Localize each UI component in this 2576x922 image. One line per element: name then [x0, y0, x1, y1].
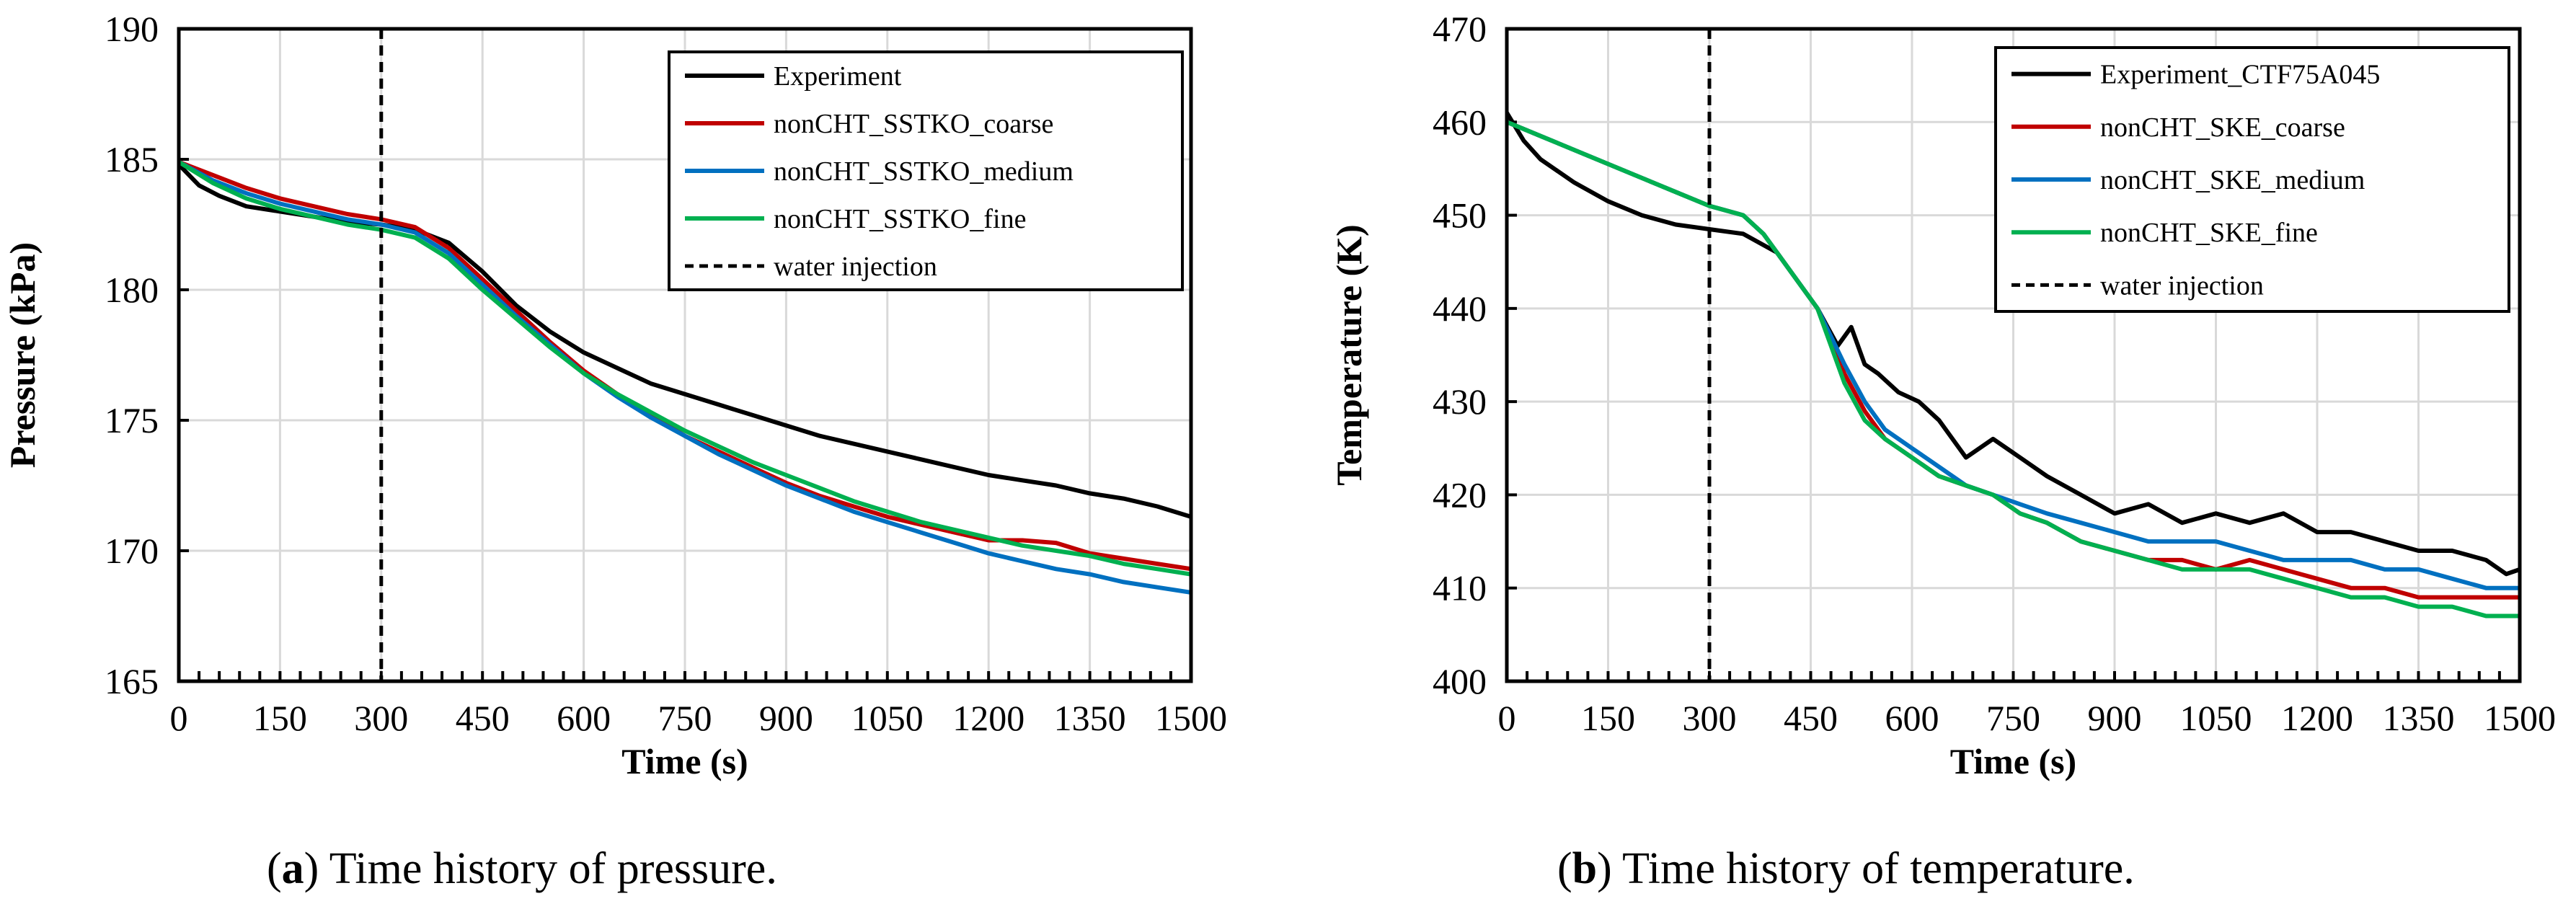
- temperature-y-tick-label: 460: [1433, 102, 1487, 142]
- pressure-y-tick-label: 190: [105, 9, 159, 49]
- pressure-chart: 0 150 300 450 600 750 900 1050 1200 1350 1500 165 17…: [2, 9, 1227, 781]
- pressure-x-tick-label: 1500: [1155, 698, 1227, 738]
- temperature-x-tick-label: 150: [1581, 698, 1635, 738]
- temperature-x-axis-title: Time (s): [1950, 741, 2076, 781]
- temperature-x-tick-label: 1200: [2281, 698, 2353, 738]
- temperature-y-tick-label: 420: [1433, 474, 1487, 515]
- temperature-x-tick-label: 1350: [2383, 698, 2455, 738]
- pressure-x-tick-label: 600: [557, 698, 611, 738]
- pressure-y-tick-label: 175: [105, 400, 159, 440]
- temperature-y-tick-label: 400: [1433, 661, 1487, 701]
- pressure-plot-frame: [177, 27, 1193, 683]
- temperature-legend-label: water injection: [2100, 270, 2264, 301]
- pressure-legend-label: Experiment: [774, 61, 902, 92]
- temperature-series-line-0: [1507, 111, 2520, 577]
- temperature-y-axis-title: Temperature (K): [1329, 224, 1369, 485]
- temperature-legend-box: [1994, 46, 2510, 313]
- temperature-y-tick-label: 430: [1433, 381, 1487, 422]
- temperature-x-tick-label: 750: [1986, 698, 2040, 738]
- pressure-legend-label: nonCHT_SSTKO_medium: [774, 156, 1074, 187]
- pressure-series-line-2: [179, 159, 1191, 595]
- temperature-legend: Experiment_CTF75A045 nonCHT_SKE_coarsenon…: [1994, 46, 2510, 313]
- pressure-x-tick-label: 1350: [1054, 698, 1126, 738]
- pressure-y-axis-title: Pressure (kPa): [2, 242, 43, 468]
- temperature-x-tick-label: 900: [2088, 698, 2142, 738]
- pressure-y-tick-label: 180: [105, 270, 159, 310]
- temperature-plot-frame: [1505, 27, 2522, 683]
- pressure-legend: Experiment nonCHT_SSTKO_coarse nonCHT_SSTK…: [668, 50, 1184, 291]
- pressure-x-tick-label: 0: [170, 698, 188, 738]
- pressure-series-line-3: [179, 160, 1191, 577]
- caption-b: (b) Time history of temperature.: [1557, 844, 2135, 893]
- temperature-y-tick-label: 470: [1433, 9, 1487, 49]
- temperature-legend-label: Experiment_CTF75A045: [2100, 60, 2380, 90]
- pressure-y-tick-label: 185: [105, 139, 159, 179]
- pressure-x-tick-label: 900: [759, 698, 813, 738]
- caption-a-tag: a: [281, 844, 304, 893]
- pressure-x-tick-label: 300: [354, 698, 408, 738]
- pressure-x-axis-title: Time (s): [621, 741, 748, 781]
- pressure-x-tick-label: 150: [253, 698, 307, 738]
- temperature-y-tick-label: 410: [1433, 568, 1487, 608]
- caption-b-text: Time history of temperature.: [1611, 844, 2135, 893]
- pressure-x-tick-label: 1050: [851, 698, 924, 738]
- pressure-x-tick-label: 1200: [952, 698, 1024, 738]
- caption-b-tag: b: [1572, 844, 1598, 893]
- pressure-legend-label: water injection: [774, 252, 937, 282]
- temperature-series-line-3: [1507, 120, 2520, 619]
- caption-a-text: Time history of pressure.: [319, 844, 777, 893]
- pressure-legend-label: nonCHT_SSTKO_fine: [774, 204, 1026, 234]
- temperature-x-tick-label: 1500: [2484, 698, 2556, 738]
- temperature-x-tick-label: 1050: [2180, 698, 2252, 738]
- temperature-x-tick-label: 450: [1784, 698, 1838, 738]
- pressure-legend-label: nonCHT_SSTKO_coarse: [774, 109, 1053, 139]
- pressure-y-tick-label: 165: [105, 661, 159, 701]
- temperature-y-tick-label: 450: [1433, 195, 1487, 236]
- temperature-x-tick-label: 0: [1498, 698, 1516, 738]
- pressure-x-tick-label: 750: [658, 698, 712, 738]
- temperature-y-tick-label: 440: [1433, 288, 1487, 329]
- pressure-x-tick-label: 450: [456, 698, 510, 738]
- caption-a: (a) Time history of pressure.: [267, 844, 777, 893]
- pressure-y-tick-label: 170: [105, 531, 159, 571]
- temperature-legend-label: nonCHT_SKE_coarse: [2100, 112, 2345, 143]
- temperature-legend-label: nonCHT_SKE_fine: [2100, 218, 2318, 248]
- temperature-x-tick-label: 300: [1683, 698, 1737, 738]
- temperature-chart: 0 150 300 450 600 750 900 1050 1200 1350 1500 400 41…: [1329, 9, 2556, 781]
- temperature-x-tick-label: 600: [1885, 698, 1939, 738]
- temperature-legend-label: nonCHT_SKE_medium: [2100, 165, 2365, 195]
